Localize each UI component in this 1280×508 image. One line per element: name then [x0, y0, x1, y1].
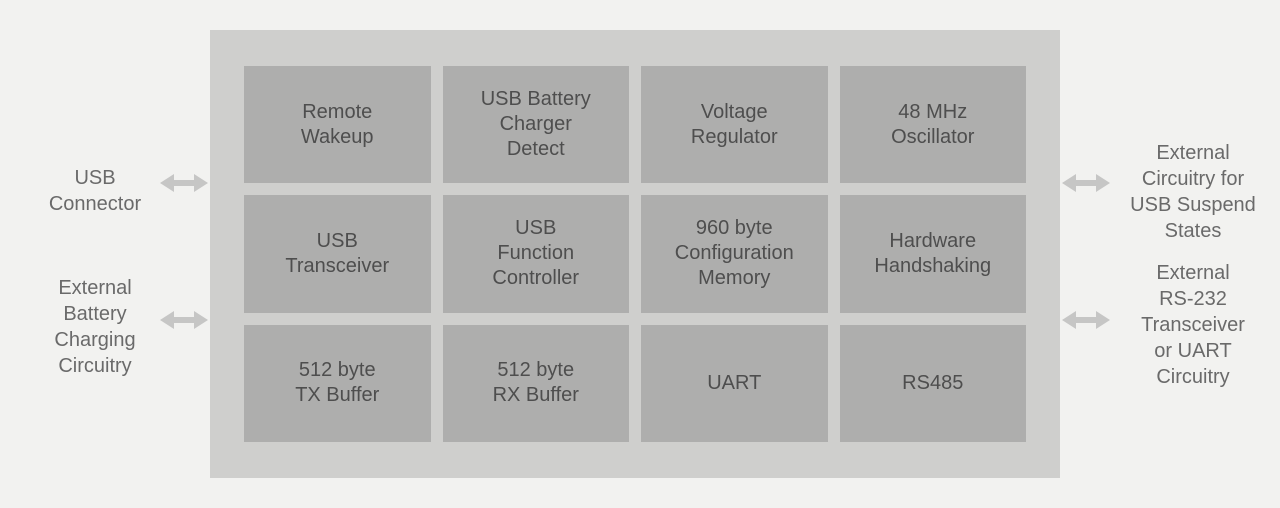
arrow-usb-suspend — [1062, 174, 1110, 192]
arrow-usb-connector — [160, 174, 208, 192]
block-config-memory-960: 960 byteConfigurationMemory — [641, 195, 828, 312]
block-usb-func-controller: USBFunctionController — [443, 195, 630, 312]
diagram-stage: RemoteWakeup USB BatteryChargerDetect Vo… — [0, 0, 1280, 508]
block-usb-batt-chg-detect: USB BatteryChargerDetect — [443, 66, 630, 183]
ext-label-usb-connector: USBConnector — [30, 165, 160, 217]
arrow-head-left-icon — [160, 311, 174, 329]
block-tx-buffer-512: 512 byteTX Buffer — [244, 325, 431, 442]
arrow-shaft — [174, 317, 194, 323]
block-label: USBFunctionController — [492, 216, 579, 291]
arrow-head-right-icon — [194, 174, 208, 192]
block-voltage-regulator: VoltageRegulator — [641, 66, 828, 183]
block-label: 960 byteConfigurationMemory — [675, 216, 794, 291]
arrow-head-left-icon — [1062, 311, 1076, 329]
ext-label-text: ExternalCircuitry forUSB SuspendStates — [1130, 142, 1256, 242]
block-label: USBTransceiver — [285, 229, 389, 279]
arrow-head-right-icon — [1096, 311, 1110, 329]
block-label: 512 byteRX Buffer — [493, 358, 579, 408]
arrow-shaft — [174, 180, 194, 186]
block-remote-wakeup: RemoteWakeup — [244, 66, 431, 183]
arrow-ext-batt-chg — [160, 311, 208, 329]
block-hw-handshaking: HardwareHandshaking — [840, 195, 1027, 312]
arrow-shaft — [1076, 180, 1096, 186]
block-label: HardwareHandshaking — [874, 229, 991, 279]
ext-label-text: ExternalRS-232Transceiveror UARTCircuitr… — [1141, 262, 1245, 388]
arrow-head-right-icon — [1096, 174, 1110, 192]
block-oscillator-48mhz: 48 MHzOscillator — [840, 66, 1027, 183]
chip-container: RemoteWakeup USB BatteryChargerDetect Vo… — [210, 30, 1060, 478]
arrow-head-left-icon — [160, 174, 174, 192]
block-label: VoltageRegulator — [691, 100, 778, 150]
ext-label-rs232-uart: ExternalRS-232Transceiveror UARTCircuitr… — [1118, 260, 1268, 390]
block-label: UART — [707, 371, 761, 396]
arrow-rs232-uart — [1062, 311, 1110, 329]
block-rx-buffer-512: 512 byteRX Buffer — [443, 325, 630, 442]
block-label: USB BatteryChargerDetect — [481, 87, 591, 162]
block-grid: RemoteWakeup USB BatteryChargerDetect Vo… — [244, 66, 1026, 442]
arrow-head-left-icon — [1062, 174, 1076, 192]
block-usb-transceiver: USBTransceiver — [244, 195, 431, 312]
ext-label-ext-batt-chg: ExternalBatteryChargingCircuitry — [30, 275, 160, 379]
ext-label-text: ExternalBatteryChargingCircuitry — [54, 277, 135, 377]
block-uart: UART — [641, 325, 828, 442]
block-label: 512 byteTX Buffer — [295, 358, 379, 408]
arrow-head-right-icon — [194, 311, 208, 329]
ext-label-usb-suspend: ExternalCircuitry forUSB SuspendStates — [1118, 140, 1268, 244]
arrow-shaft — [1076, 317, 1096, 323]
ext-label-text: USBConnector — [49, 167, 141, 215]
block-label: RemoteWakeup — [301, 100, 374, 150]
block-label: 48 MHzOscillator — [891, 100, 974, 150]
block-rs485: RS485 — [840, 325, 1027, 442]
block-label: RS485 — [902, 371, 963, 396]
